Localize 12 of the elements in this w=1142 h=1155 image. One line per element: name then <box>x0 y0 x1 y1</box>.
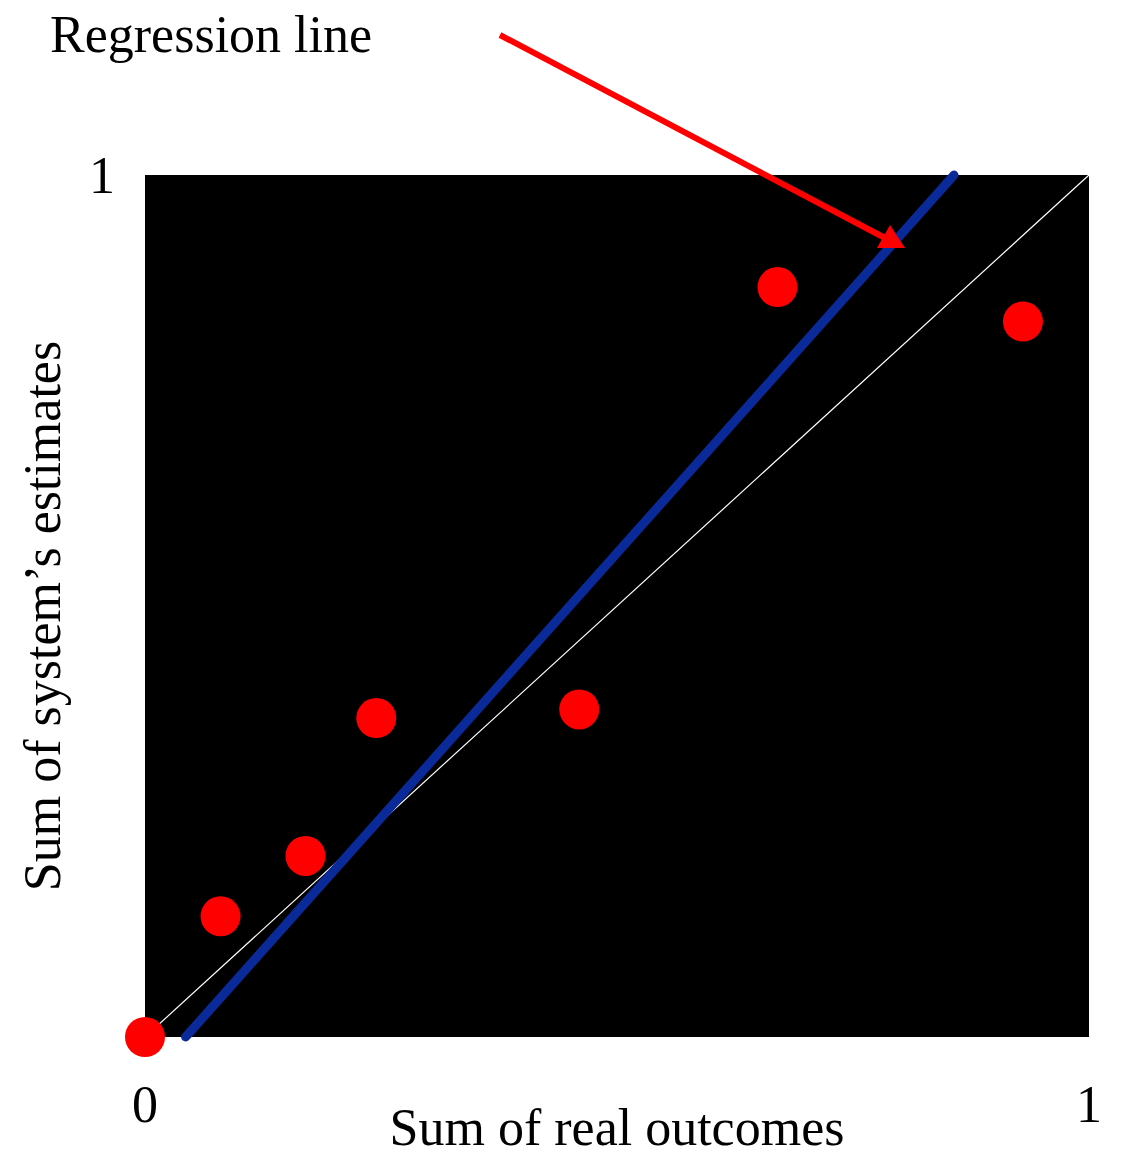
text: 1 <box>89 146 115 204</box>
point <box>125 1017 165 1057</box>
point <box>559 689 600 730</box>
x-axis-title: Sum of real outcomes <box>389 1099 845 1155</box>
point <box>1002 301 1043 342</box>
x-tick-label: 0 <box>132 1075 158 1133</box>
point <box>200 896 241 937</box>
point <box>356 698 397 739</box>
text: Regression line <box>50 5 373 64</box>
y-axis-title: Sum of system’s estimates <box>14 340 71 892</box>
point <box>757 267 798 308</box>
point <box>285 835 326 876</box>
